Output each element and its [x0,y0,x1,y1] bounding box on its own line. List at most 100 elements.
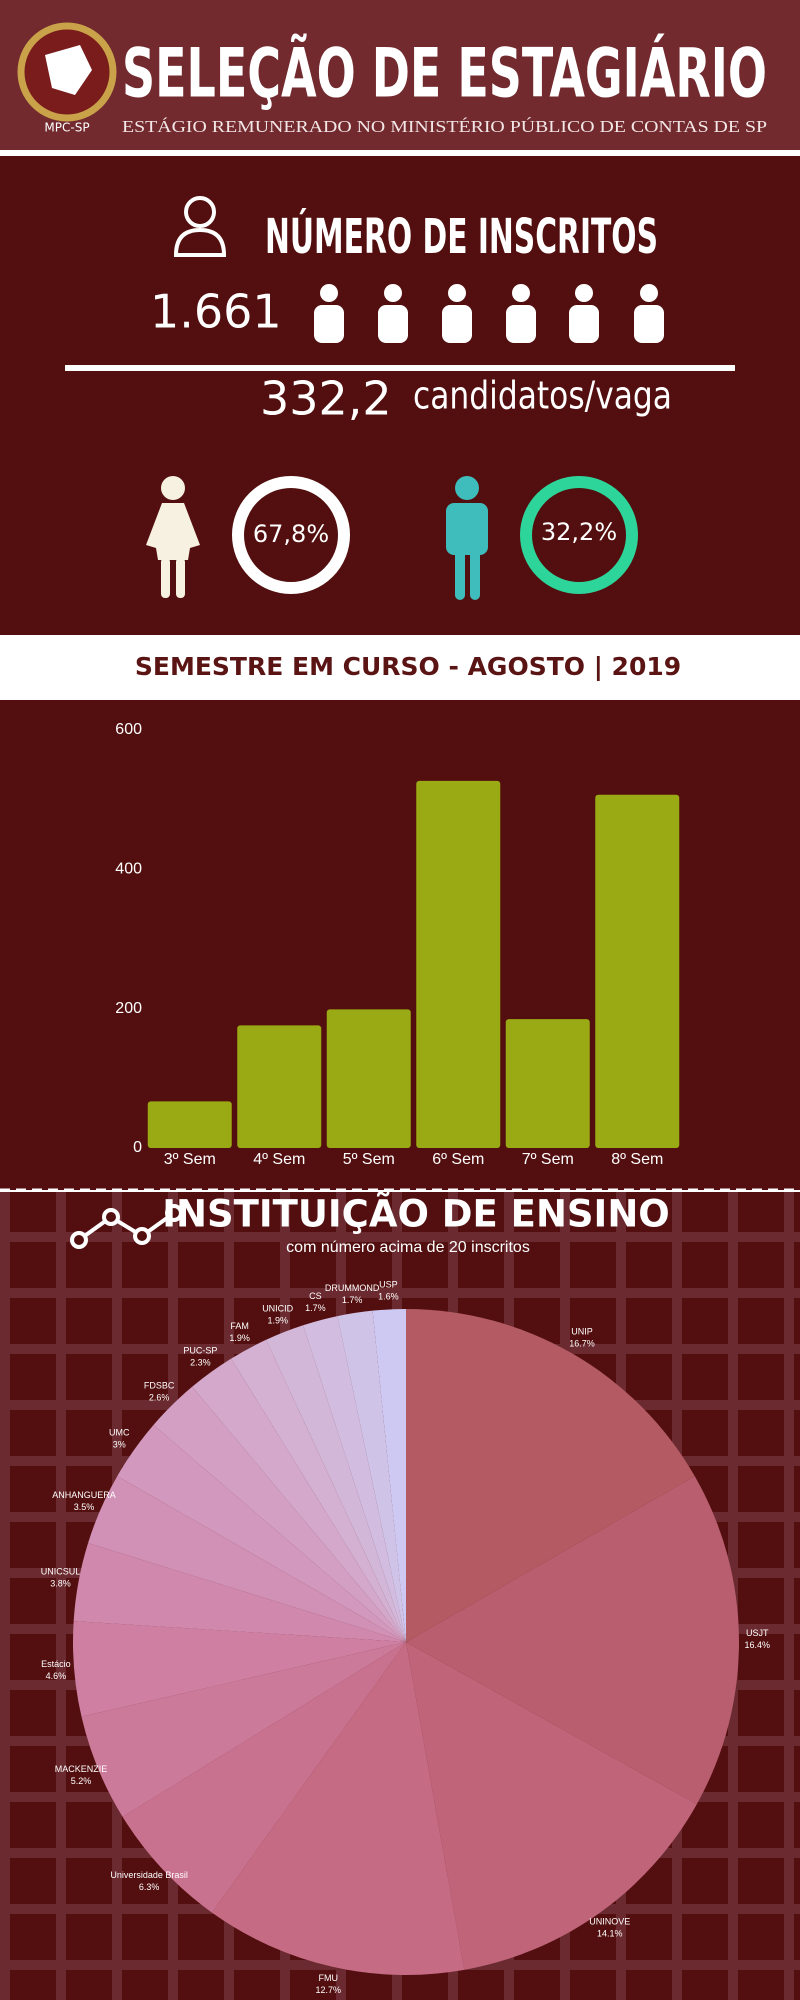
slice-label: USJT [746,1628,769,1638]
pie-slice [372,1309,406,1642]
pie-slice [81,1642,407,1817]
slice-value: 16.4% [745,1640,771,1650]
slice-label: FDSBC [144,1380,175,1390]
slice-value: 1.7% [305,1303,326,1313]
slice-value: 4.6% [46,1671,67,1681]
x-tick-label: 5º Sem [343,1151,395,1168]
slice-label: UNIP [571,1326,593,1336]
female-ring [232,476,350,594]
person-body [634,305,664,343]
slice-label: UNICID [262,1303,293,1313]
male-percent: 32,2% [541,518,617,546]
slice-label: UMC [109,1427,130,1437]
slice-value: 16.7% [569,1338,595,1348]
pie-slice [303,1316,406,1642]
pie-slice [73,1543,406,1642]
male-ring [520,476,638,594]
slice-value: 1.9% [267,1315,288,1325]
bar [237,1025,322,1148]
pie-slice [117,1424,407,1642]
x-tick-label: 7º Sem [522,1151,574,1168]
person-head [512,284,530,302]
y-tick-label: 200 [115,1000,142,1017]
slice-value: 3.8% [50,1579,71,1589]
person-head [575,284,593,302]
slice-label: USP [379,1280,398,1290]
pie-subtitle: com número acima de 20 inscritos [286,1239,530,1256]
slice-label: UNICSUL [41,1567,81,1577]
bar [505,1019,590,1148]
header-subtitle: ESTÁGIO REMUNERADO NO MINISTÉRIO PÚBLICO… [122,117,767,136]
divider [65,365,735,371]
bar-title: SEMESTRE EM CURSO - AGOSTO | 2019 [135,652,681,681]
y-tick-label: 400 [115,861,142,878]
x-tick-label: 8º Sem [611,1151,663,1168]
slice-value: 1.7% [342,1295,363,1305]
slice-label: UNINOVE [589,1917,630,1927]
pie-slice [72,1621,406,1717]
slice-value: 14.1% [597,1929,623,1939]
slice-value: 12.7% [316,1985,342,1995]
slice-label: DRUMMOND [325,1283,380,1293]
slice-value: 2.6% [149,1392,170,1402]
person-body [442,305,472,343]
slice-label: ANHANGUERA [52,1490,116,1500]
slice-label: CS [309,1291,322,1301]
pie-title: INSTITUIÇÃO DE ENSINO [162,1192,670,1236]
pie-slice [406,1642,697,1970]
ratio-value: 332,2 [260,372,392,426]
person-head [384,284,402,302]
person-body [314,305,344,343]
slice-label: Universidade Brasil [110,1870,188,1880]
pie-slice [406,1476,740,1805]
header-title: SELEÇÃO DE ESTAGIÁRIO [122,34,767,114]
slice-label: FMU [319,1973,339,1983]
pie-chart: UNIP 16.7% USJT 16.4% UNINOVE 14.1% FMU 12.7% Un… [41,1280,770,1995]
slice-label: MACKENZIE [55,1764,108,1774]
pie-slice [88,1476,407,1642]
slice-value: 6.3% [139,1882,160,1892]
person-body [569,305,599,343]
person-body [506,305,536,343]
logo-map [45,45,92,95]
person-head [448,284,466,302]
pie-slice [231,1339,406,1642]
pie-slice [192,1358,406,1642]
slice-label: PUC-SP [183,1346,217,1356]
bar-chart: 0 200 400 600 3º Sem 4º Sem 5º Sem 6º Sem 7º Sem… [115,721,680,1168]
pie-slice [211,1642,465,1975]
logo-text: MPC-SP [44,121,89,135]
x-tick-label: 3º Sem [164,1151,216,1168]
person-body [378,305,408,343]
slice-label: Estácio [41,1659,71,1669]
pie-slice [266,1325,406,1642]
pie-slice [122,1642,406,1913]
slice-value: 5.2% [71,1776,92,1786]
y-tick-label: 600 [115,721,142,738]
bar [416,780,501,1148]
ratio-label: candidatos/vaga [413,374,672,418]
female-percent: 67,8% [253,520,329,548]
person-head [320,284,338,302]
line-icon [70,1204,183,1249]
female-icon [146,476,200,598]
pie-slice [153,1386,406,1642]
pie-slice [337,1310,406,1642]
bar [326,1009,411,1148]
y-tick-label: 0 [133,1139,142,1156]
slice-value: 3% [113,1439,126,1449]
inscritos-title: NÚMERO DE INSCRITOS [265,208,658,265]
header-rule [0,150,800,156]
slice-value: 2.3% [190,1358,211,1368]
bar-title-band [0,635,800,700]
stats-bg [0,156,800,635]
slice-value: 3.5% [74,1502,95,1512]
slice-label: FAM [230,1321,249,1331]
user-icon [173,196,227,257]
bar [595,794,680,1148]
slice-value: 1.9% [229,1333,250,1343]
person-head [640,284,658,302]
people-icons [314,284,664,343]
